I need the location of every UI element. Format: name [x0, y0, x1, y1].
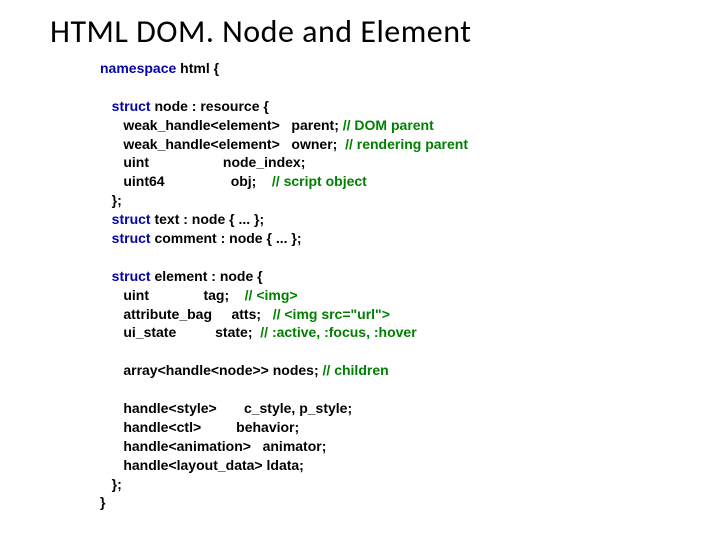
code-comment: // <img src="url"> [273, 306, 390, 322]
code-text: html { [176, 60, 219, 76]
code-text: weak_handle<element> owner; [100, 136, 345, 152]
code-text: text : node { ... }; [151, 211, 265, 227]
code-comment: // children [323, 362, 389, 378]
code-text: uint tag; [100, 287, 245, 303]
kw-struct: struct [112, 230, 151, 246]
kw-struct: struct [112, 98, 151, 114]
code-block: namespace html { struct node : resource … [50, 59, 670, 512]
code-text: handle<animation> animator; [100, 438, 326, 454]
code-text: uint64 obj; [100, 173, 272, 189]
code-text: handle<style> c_style, p_style; [100, 400, 352, 416]
code-comment: // rendering parent [345, 136, 468, 152]
code-comment: // DOM parent [343, 117, 434, 133]
code-text: }; [100, 476, 122, 492]
slide-title: HTML DOM. Node and Element [50, 12, 670, 51]
code-comment: // script object [272, 173, 367, 189]
kw-namespace: namespace [100, 60, 176, 76]
code-text: weak_handle<element> parent; [100, 117, 343, 133]
code-text: element : node { [151, 268, 263, 284]
code-text: }; [100, 192, 122, 208]
code-text: handle<ctl> behavior; [100, 419, 299, 435]
code-text: array<handle<node>> nodes; [100, 362, 323, 378]
code-comment: // <img> [245, 287, 298, 303]
code-text: comment : node { ... }; [151, 230, 302, 246]
code-comment: // :active, :focus, :hover [260, 324, 416, 340]
code-text: attribute_bag atts; [100, 306, 273, 322]
kw-struct: struct [112, 211, 151, 227]
kw-struct: struct [112, 268, 151, 284]
code-text: uint node_index; [100, 154, 305, 170]
code-text: node : resource { [151, 98, 269, 114]
code-text: } [100, 494, 105, 510]
code-text: handle<layout_data> ldata; [100, 457, 304, 473]
code-text: ui_state state; [100, 324, 260, 340]
